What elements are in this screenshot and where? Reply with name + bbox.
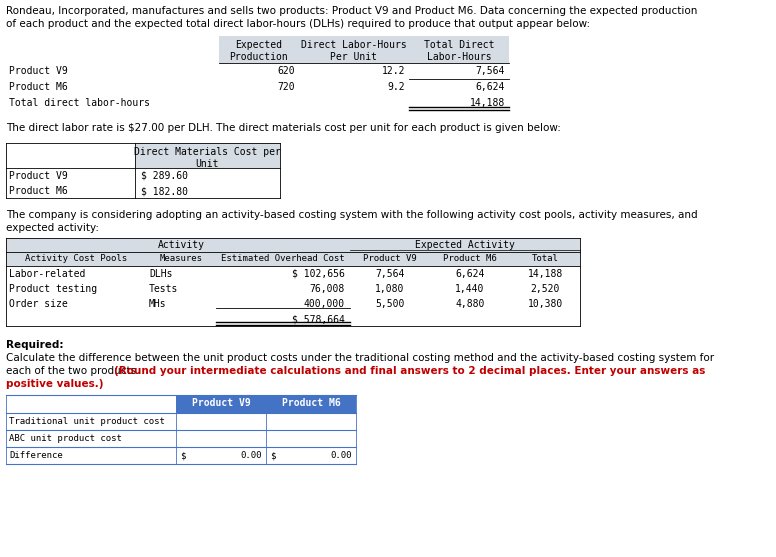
Text: Product V9: Product V9 xyxy=(9,66,68,76)
Text: MHs: MHs xyxy=(149,299,167,309)
Text: Required:: Required: xyxy=(6,340,64,350)
Text: The company is considering adopting an activity-based costing system with the fo: The company is considering adopting an a… xyxy=(6,210,698,220)
Text: 7,564: 7,564 xyxy=(376,269,405,279)
Text: $: $ xyxy=(270,451,275,460)
Text: Traditional unit product cost: Traditional unit product cost xyxy=(9,417,165,426)
Text: $: $ xyxy=(180,451,185,460)
Text: Rondeau, Incorporated, manufactures and sells two products: Product V9 and Produ: Rondeau, Incorporated, manufactures and … xyxy=(6,6,698,16)
Text: Product V9: Product V9 xyxy=(9,171,68,181)
Text: Order size: Order size xyxy=(9,299,68,309)
Text: 14,188: 14,188 xyxy=(469,98,505,108)
Text: Product M6: Product M6 xyxy=(9,82,68,92)
Text: 5,500: 5,500 xyxy=(376,299,405,309)
Text: Activity: Activity xyxy=(158,240,205,250)
Text: Activity Cost Pools: Activity Cost Pools xyxy=(25,254,127,263)
Bar xyxy=(219,36,509,63)
Text: The direct labor rate is $27.00 per DLH. The direct materials cost per unit for : The direct labor rate is $27.00 per DLH.… xyxy=(6,123,561,133)
Text: Product V9: Product V9 xyxy=(363,254,417,263)
Text: Measures: Measures xyxy=(160,254,203,263)
Text: 76,008: 76,008 xyxy=(310,284,345,294)
Text: Total direct labor-hours: Total direct labor-hours xyxy=(9,98,150,108)
Text: Total Direct
Labor-Hours: Total Direct Labor-Hours xyxy=(424,40,494,62)
Text: ABC unit product cost: ABC unit product cost xyxy=(9,434,122,443)
Text: 7,564: 7,564 xyxy=(476,66,505,76)
Text: 12.2: 12.2 xyxy=(382,66,405,76)
Text: 6,624: 6,624 xyxy=(456,269,485,279)
Bar xyxy=(176,395,356,413)
Text: $ 102,656: $ 102,656 xyxy=(292,269,345,279)
Text: (Round your intermediate calculations and final answers to 2 decimal places. Ent: (Round your intermediate calculations an… xyxy=(114,366,705,376)
Text: 9.2: 9.2 xyxy=(387,82,405,92)
Text: 14,188: 14,188 xyxy=(528,269,563,279)
Text: Labor-related: Labor-related xyxy=(9,269,85,279)
Text: Expected Activity: Expected Activity xyxy=(415,240,515,250)
Text: 1,440: 1,440 xyxy=(456,284,485,294)
Text: Product M6: Product M6 xyxy=(282,398,341,408)
Text: positive values.): positive values.) xyxy=(6,379,103,389)
Text: of each product and the expected total direct labor-hours (DLHs) required to pro: of each product and the expected total d… xyxy=(6,19,590,29)
Text: 4,880: 4,880 xyxy=(456,299,485,309)
Text: Difference: Difference xyxy=(9,451,63,460)
Text: 0.00: 0.00 xyxy=(241,451,262,460)
Text: 720: 720 xyxy=(277,82,295,92)
Text: $ 289.60: $ 289.60 xyxy=(141,171,188,181)
Text: 2,520: 2,520 xyxy=(530,284,559,294)
Text: Product V9: Product V9 xyxy=(192,398,251,408)
Text: 620: 620 xyxy=(277,66,295,76)
Text: 6,624: 6,624 xyxy=(476,82,505,92)
Text: Total: Total xyxy=(532,254,559,263)
Text: Direct Materials Cost per
Unit: Direct Materials Cost per Unit xyxy=(134,147,281,169)
Bar xyxy=(135,143,280,168)
Text: Expected
Production: Expected Production xyxy=(230,40,289,62)
Text: Calculate the difference between the unit product costs under the traditional co: Calculate the difference between the uni… xyxy=(6,353,714,363)
Text: 0.00: 0.00 xyxy=(331,451,352,460)
Text: Product M6: Product M6 xyxy=(9,186,68,196)
Text: DLHs: DLHs xyxy=(149,269,172,279)
Text: Direct Labor-Hours
Per Unit: Direct Labor-Hours Per Unit xyxy=(301,40,407,62)
Text: $ 182.80: $ 182.80 xyxy=(141,186,188,196)
Text: expected activity:: expected activity: xyxy=(6,223,99,233)
Text: 1,080: 1,080 xyxy=(376,284,405,294)
Text: Product testing: Product testing xyxy=(9,284,97,294)
Text: 10,380: 10,380 xyxy=(528,299,563,309)
Text: 400,000: 400,000 xyxy=(304,299,345,309)
Text: Product M6: Product M6 xyxy=(443,254,497,263)
Text: $ 578,664: $ 578,664 xyxy=(292,314,345,324)
Text: Estimated Overhead Cost: Estimated Overhead Cost xyxy=(221,254,345,263)
Bar xyxy=(6,238,580,266)
Text: each of the two products.: each of the two products. xyxy=(6,366,143,376)
Text: Tests: Tests xyxy=(149,284,178,294)
